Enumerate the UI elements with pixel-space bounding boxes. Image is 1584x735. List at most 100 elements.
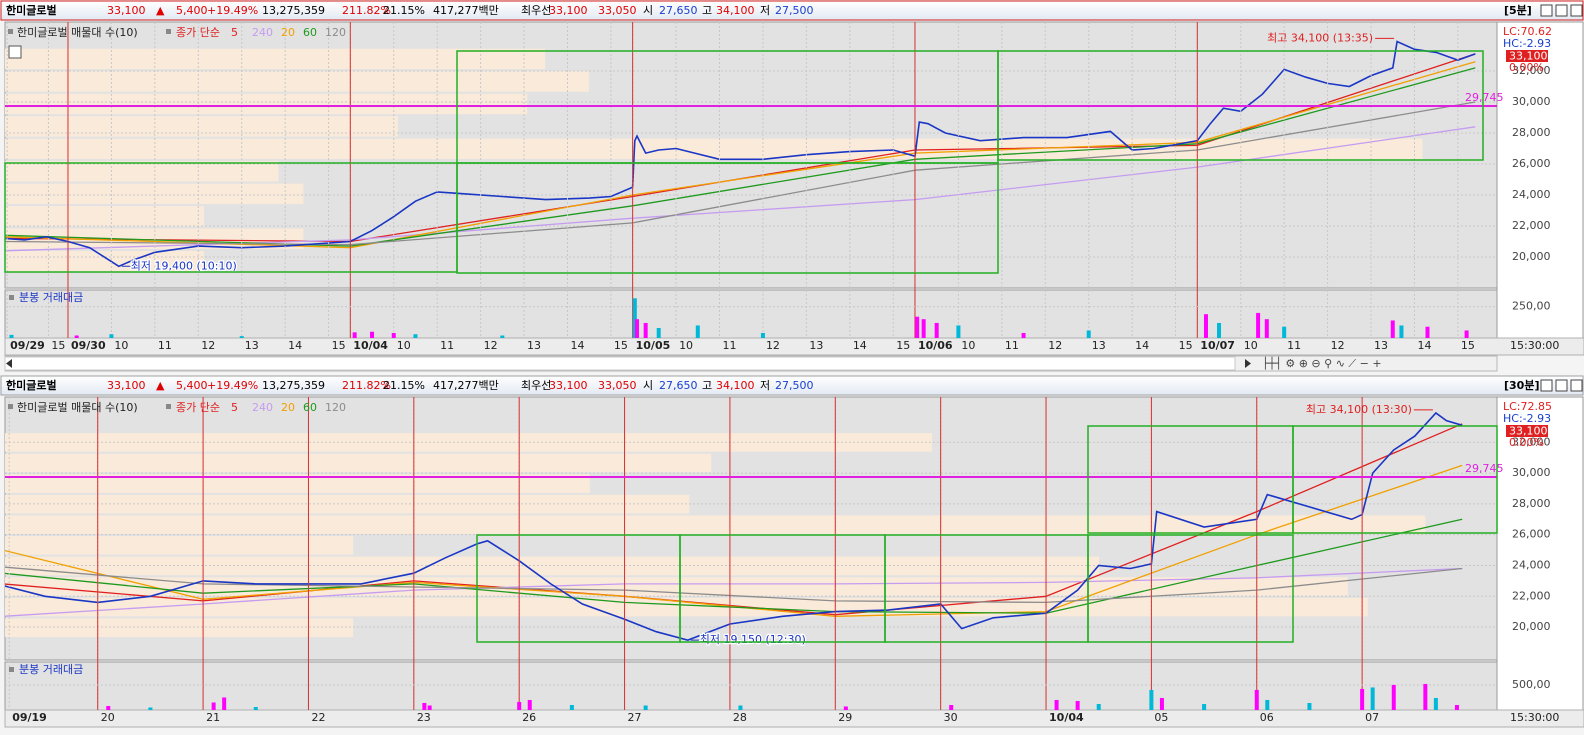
x-tick-label: 10: [114, 339, 128, 352]
window-button[interactable]: [1555, 379, 1568, 392]
volume-title: 분봉 거래대금: [19, 291, 83, 304]
toolbar-icons[interactable]: ├┼┤ ⚙ ⊕ ⊖ ⚲ ∿ ⟋ − +: [1262, 356, 1382, 370]
header-amount: 417,277백만: [433, 379, 499, 392]
volume-bar: [148, 707, 153, 710]
lc-label: LC:70.62: [1503, 25, 1552, 38]
volume-bar: [643, 322, 648, 338]
header-bid: 33,050: [598, 379, 637, 392]
volume-bar: [760, 332, 765, 338]
x-tick-label: 12: [1331, 339, 1345, 352]
x-tick-label: 27: [628, 711, 642, 724]
x-tick-label: 10: [397, 339, 411, 352]
volume-area: [4, 289, 1498, 339]
volume-bar: [106, 705, 111, 710]
legend-entry: 60: [303, 401, 317, 414]
header-open: 27,650: [659, 4, 698, 17]
grid-toggle[interactable]: [8, 45, 22, 59]
header-open: 27,650: [659, 379, 698, 392]
volume-bar: [1021, 332, 1026, 338]
volume-bar: [1264, 319, 1269, 338]
x-tick-label: 09/19: [12, 711, 47, 724]
chart-panel: 한미글로벌 33,100 ▲ 5,400 +19.49% 13,275,359 211.82…: [0, 375, 1584, 728]
x-tick-label: 22: [311, 711, 325, 724]
high-note: 최고 34,100 (13:35): [1267, 31, 1373, 44]
last-price: 33,100: [1509, 50, 1548, 63]
low-note: 최저 19,150 (12:30): [700, 633, 806, 646]
window-button[interactable]: [1540, 4, 1553, 17]
y-tick-label: 28,000: [1512, 126, 1551, 139]
volume-bar: [413, 334, 418, 338]
reference-label: 29,745: [1465, 462, 1504, 475]
legend-icon: [8, 29, 13, 34]
volume-bar: [211, 702, 216, 710]
volume-area: [4, 661, 1498, 711]
legend-entry: 20: [281, 401, 295, 414]
window-button[interactable]: [1570, 4, 1583, 17]
window-button[interactable]: [1540, 379, 1553, 392]
header-best-label: 최우선: [521, 4, 551, 17]
x-tick-label: 13: [1374, 339, 1388, 352]
y-tick-label: 32,000: [1512, 64, 1551, 77]
scrollbar[interactable]: ├┼┤ ⚙ ⊕ ⊖ ⚲ ∿ ⟋ − +: [4, 355, 1498, 372]
volume-profile-bar: [5, 138, 1423, 160]
volume-profile-bar: [5, 474, 590, 493]
volume-bar: [1391, 684, 1396, 710]
volume-bar: [1203, 314, 1208, 338]
legend-icon: [9, 667, 14, 672]
header-volume: 13,275,359: [262, 4, 325, 17]
x-tick-label: 12: [1048, 339, 1062, 352]
legend-icon: [8, 404, 13, 409]
header-ask: 33,100: [549, 379, 588, 392]
volume-bar: [949, 704, 954, 710]
interval-label: [30분]: [1504, 379, 1539, 392]
header-low: 27,500: [775, 379, 814, 392]
range-boxes: [4, 50, 1498, 643]
x-tick-label: 12: [484, 339, 498, 352]
window-button[interactable]: [1555, 4, 1568, 17]
volume-tick-label: 500,00: [1512, 678, 1551, 691]
volume-bar: [656, 327, 661, 338]
x-tick-label: 15: [1179, 339, 1193, 352]
x-tick-label: 10/07: [1200, 339, 1235, 352]
hc-label: HC:-2.93: [1503, 37, 1551, 50]
x-tick-label: 09/30: [71, 339, 106, 352]
window-button[interactable]: [1570, 379, 1583, 392]
volume-profile-bar: [5, 161, 279, 182]
volume-bar: [500, 335, 505, 338]
scroll-thumb[interactable]: [4, 356, 1236, 371]
box: [456, 162, 999, 274]
volume-bar: [569, 704, 574, 710]
x-tick-label: 28: [733, 711, 747, 724]
x-tick-label: 10: [1244, 339, 1258, 352]
x-tick-label: 29: [838, 711, 852, 724]
volume-bar: [1075, 700, 1080, 710]
volume-bar: [1307, 702, 1312, 710]
price-line: [5, 411, 1463, 641]
header-price: 33,100: [107, 4, 146, 17]
volume-bar: [1256, 312, 1261, 338]
volume-profile-bar: [5, 453, 712, 473]
legend-ma-label: 종가 단순: [176, 401, 220, 414]
volume-bar: [1464, 330, 1469, 338]
volume-bar: [1265, 699, 1270, 710]
volume-bar: [517, 701, 522, 710]
volume-bar: [1399, 325, 1404, 338]
scroll-arrow[interactable]: [1245, 359, 1251, 368]
header-change-pct: +19.49%: [207, 379, 258, 392]
header-volume-ratio: 211.82%: [342, 4, 391, 17]
volume-profile-bar: [5, 577, 1348, 596]
volume-bar: [921, 319, 926, 338]
volume-profile-bar: [5, 206, 204, 227]
last-pct: 0.00%: [1509, 436, 1544, 449]
header-arrow: ▲: [156, 4, 165, 17]
legend-entry: 5: [231, 401, 238, 414]
scroll-arrow[interactable]: [6, 359, 12, 368]
volume-bar: [427, 705, 432, 710]
header-volume: 13,275,359: [262, 379, 325, 392]
lc-label: LC:72.85: [1503, 400, 1552, 413]
header-change: 5,400: [176, 379, 208, 392]
plot-content: [5, 411, 1497, 641]
x-tick-label: 11: [440, 339, 454, 352]
volume-bar: [1254, 689, 1259, 710]
y-tick-label: 24,000: [1512, 558, 1551, 571]
